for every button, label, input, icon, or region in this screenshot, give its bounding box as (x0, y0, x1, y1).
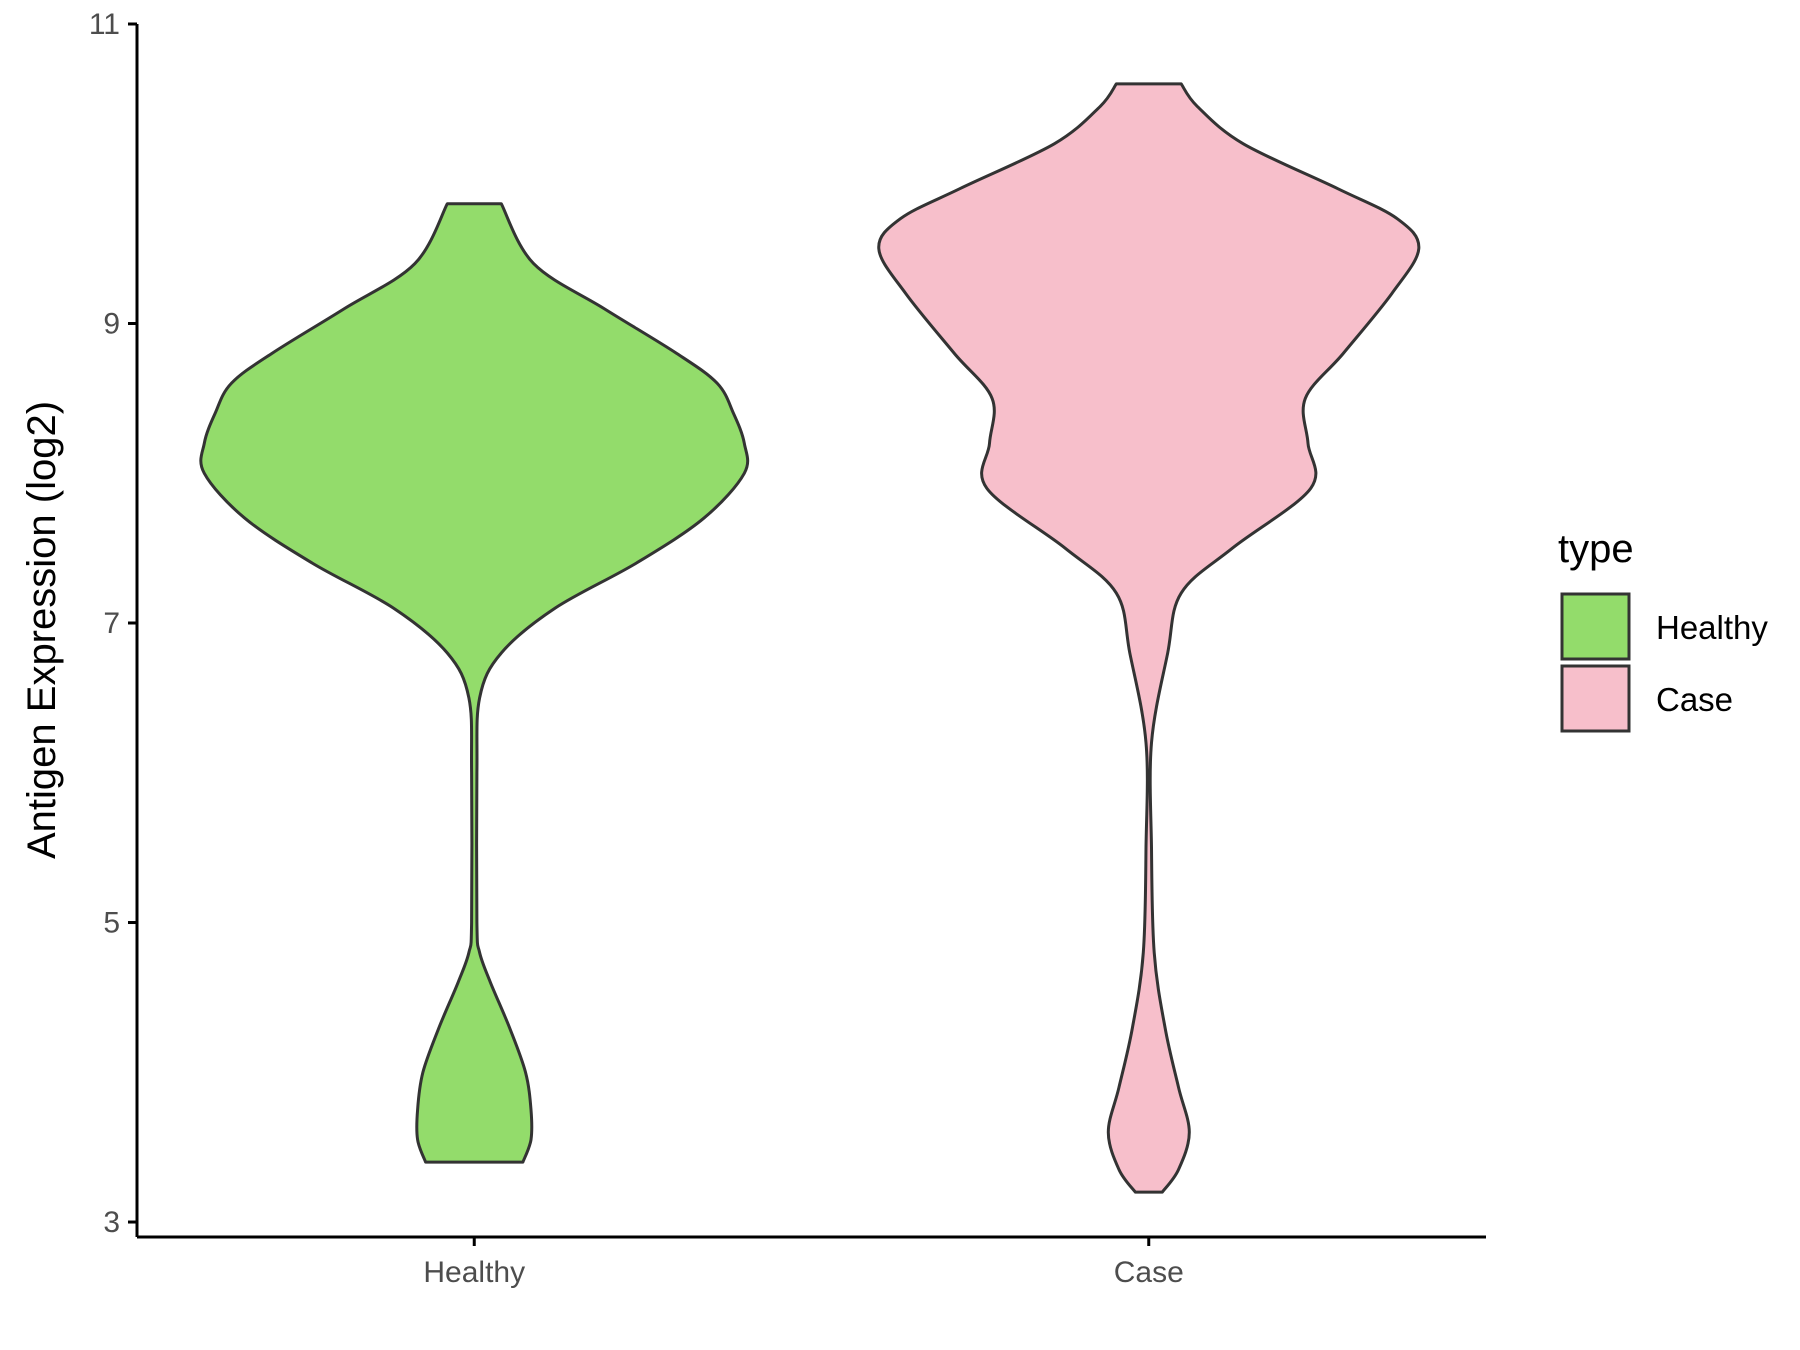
y-tick-label: 3 (103, 1206, 120, 1239)
violin-layer (199, 82, 1421, 1194)
legend: type Healthy Case (1558, 527, 1768, 733)
y-axis-ticks: 3 5 7 9 11 (89, 8, 137, 1239)
x-axis-ticks: Healthy Case (423, 1237, 1184, 1289)
x-tick-label: Case (1114, 1256, 1184, 1289)
y-tick-label: 9 (103, 308, 120, 341)
y-tick-label: 11 (89, 8, 120, 41)
y-tick-label: 7 (103, 607, 120, 640)
legend-entries: Healthy Case (1560, 592, 1768, 733)
violin-case (877, 82, 1421, 1194)
y-axis-title: Antigen Expression (log2) (20, 401, 64, 859)
x-tick-label: Healthy (423, 1256, 525, 1289)
legend-swatch (1560, 664, 1631, 733)
legend-swatch (1560, 592, 1631, 661)
y-tick-label: 5 (103, 907, 120, 940)
violin-healthy (199, 202, 750, 1164)
legend-label: Case (1656, 681, 1733, 718)
legend-title: type (1558, 527, 1634, 571)
legend-label: Healthy (1656, 609, 1768, 646)
